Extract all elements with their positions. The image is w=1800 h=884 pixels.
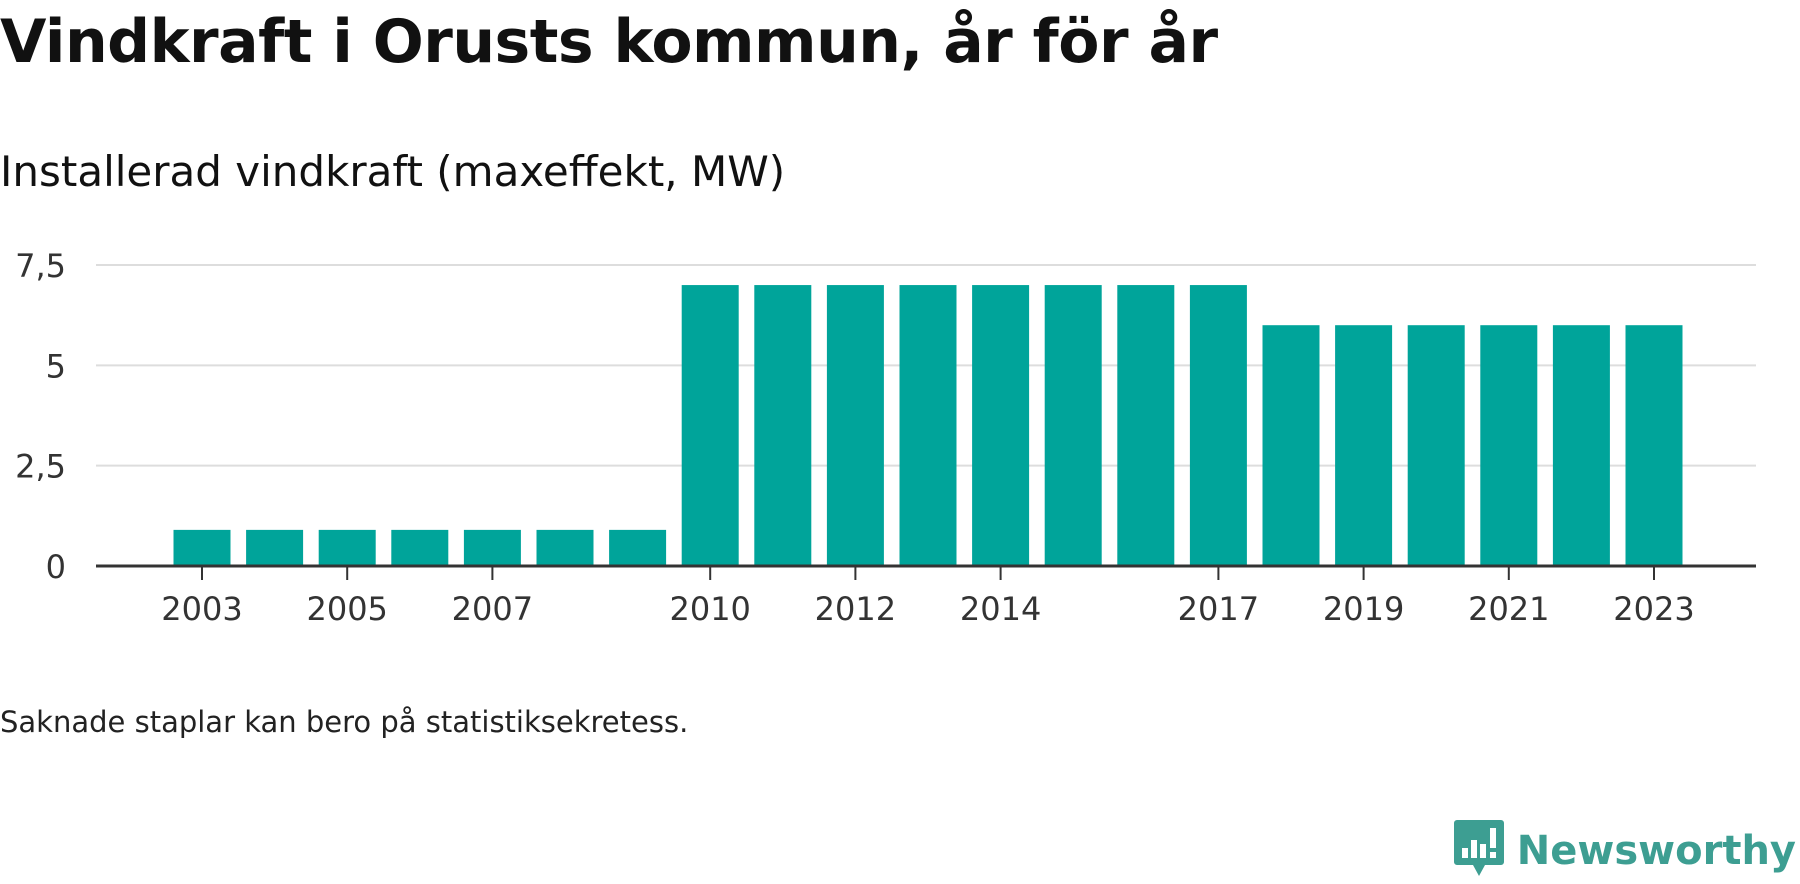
bars <box>173 285 1683 566</box>
x-tick-label: 2021 <box>1468 590 1549 628</box>
bar-2004 <box>246 529 304 566</box>
x-axis-ticks: 2003 2005 2007 2010 2012 2014 2017 2019 2021 2023 <box>161 566 1695 628</box>
bar-2019 <box>1335 325 1393 566</box>
bar-chart: 0 2,5 5 7,5 2003 2005 2007 2010 2012 2014 2017 201… <box>15 247 1756 628</box>
y-tick-label: 5 <box>46 347 66 385</box>
bar-2016 <box>1117 285 1175 566</box>
bar-2005 <box>318 529 376 566</box>
x-tick-label: 2014 <box>960 590 1041 628</box>
x-tick-label: 2003 <box>161 590 242 628</box>
bar-2022 <box>1552 325 1610 566</box>
bar-2014 <box>972 285 1030 566</box>
x-tick-label: 2007 <box>452 590 533 628</box>
x-tick-label: 2012 <box>815 590 896 628</box>
y-tick-label: 7,5 <box>15 247 66 285</box>
x-tick-label: 2005 <box>306 590 387 628</box>
y-axis-ticks: 0 2,5 5 7,5 <box>15 247 66 586</box>
bar-2023 <box>1625 325 1683 566</box>
bar-2008 <box>536 529 594 566</box>
bar-2020 <box>1407 325 1465 566</box>
x-tick-label: 2010 <box>669 590 750 628</box>
bar-2007 <box>463 529 521 566</box>
newsworthy-logo-icon <box>1453 818 1505 884</box>
bar-2018 <box>1262 325 1320 566</box>
y-tick-label: 0 <box>46 548 66 586</box>
brand-name[interactable]: Newsworthy <box>1516 828 1796 874</box>
brand[interactable]: Newsworthy <box>1453 818 1796 884</box>
bar-2012 <box>826 285 884 566</box>
bar-2013 <box>899 285 957 566</box>
chart-title: Vindkraft i Orusts kommun, år för år <box>0 7 1218 77</box>
x-tick-label: 2019 <box>1323 590 1404 628</box>
footnote: Saknade staplar kan bero på statistiksek… <box>0 705 689 739</box>
bar-2021 <box>1480 325 1538 566</box>
bar-2009 <box>609 529 667 566</box>
chart-subtitle: Installerad vindkraft (maxeffekt, MW) <box>0 147 786 196</box>
y-tick-label: 2,5 <box>15 448 66 486</box>
bar-2006 <box>391 529 449 566</box>
x-tick-label: 2023 <box>1613 590 1694 628</box>
bar-2003 <box>173 529 231 566</box>
bar-2011 <box>754 285 812 566</box>
bar-2010 <box>681 285 739 566</box>
bar-2017 <box>1189 285 1247 566</box>
x-tick-label: 2017 <box>1178 590 1259 628</box>
bar-2015 <box>1044 285 1102 566</box>
